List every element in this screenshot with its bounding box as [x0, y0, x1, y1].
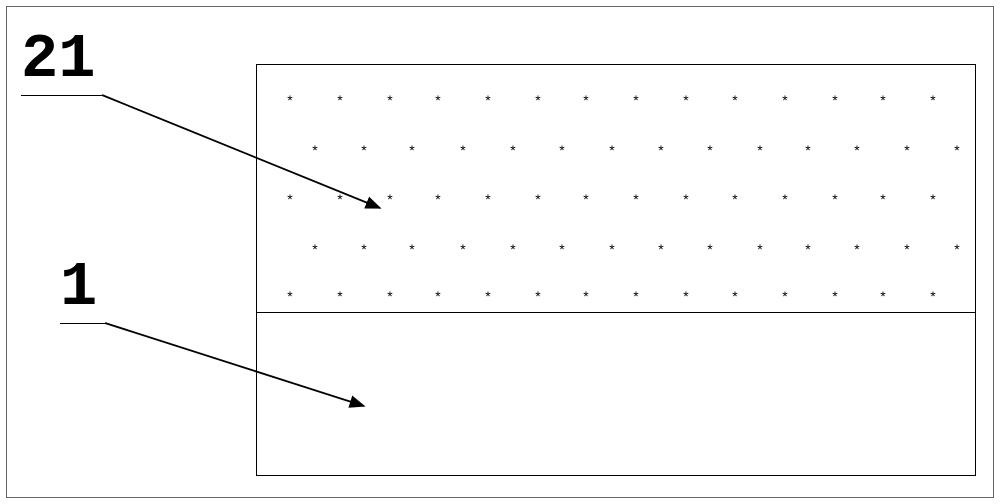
- label-1-text: 1: [60, 252, 97, 323]
- pattern-dot: *: [510, 242, 515, 256]
- pattern-dot: *: [535, 192, 540, 206]
- pattern-dot: *: [930, 93, 935, 107]
- pattern-dot: *: [337, 93, 342, 107]
- pattern-dot: *: [658, 242, 663, 256]
- pattern-dot: *: [633, 192, 638, 206]
- pattern-dot: *: [485, 289, 490, 303]
- pattern-dot: *: [757, 143, 762, 157]
- pattern-dot: *: [757, 242, 762, 256]
- pattern-dot: *: [707, 143, 712, 157]
- pattern-dot: *: [954, 143, 959, 157]
- pattern-dot: *: [409, 143, 414, 157]
- pattern-dot: *: [904, 242, 909, 256]
- pattern-dot: *: [832, 192, 837, 206]
- pattern-dot: *: [880, 93, 885, 107]
- pattern-dot: *: [609, 242, 614, 256]
- pattern-dot: *: [387, 289, 392, 303]
- pattern-dot: *: [387, 93, 392, 107]
- pattern-dot: *: [633, 93, 638, 107]
- pattern-dot: *: [732, 192, 737, 206]
- pattern-dot: *: [583, 289, 588, 303]
- pattern-dot: *: [460, 143, 465, 157]
- pattern-dot: *: [361, 143, 366, 157]
- pattern-dot: *: [854, 242, 859, 256]
- pattern-dot: *: [535, 93, 540, 107]
- pattern-dot: *: [435, 192, 440, 206]
- pattern-dot: *: [287, 192, 292, 206]
- pattern-dot: *: [832, 93, 837, 107]
- pattern-dot: *: [683, 192, 688, 206]
- pattern-dot: *: [287, 289, 292, 303]
- diagram-canvas: * * * * * * * * * * * * * * * * * * * * * * * * * * * * * * * * * * * * * * * *…: [0, 0, 1000, 504]
- pattern-dot: *: [609, 143, 614, 157]
- pattern-dot: *: [683, 93, 688, 107]
- pattern-dot: *: [930, 192, 935, 206]
- pattern-dot: *: [435, 93, 440, 107]
- pattern-dot: *: [409, 242, 414, 256]
- pattern-dot: *: [805, 143, 810, 157]
- pattern-dot: *: [707, 242, 712, 256]
- pattern-dot: *: [732, 93, 737, 107]
- pattern-dot: *: [559, 242, 564, 256]
- pattern-dot: *: [930, 289, 935, 303]
- pattern-dot: *: [559, 143, 564, 157]
- pattern-dot: *: [485, 192, 490, 206]
- pattern-dot: *: [683, 289, 688, 303]
- pattern-dot: *: [337, 192, 342, 206]
- pattern-dot: *: [287, 93, 292, 107]
- label-1-stem: [60, 323, 105, 324]
- pattern-dot: *: [387, 192, 392, 206]
- pattern-dot: *: [904, 143, 909, 157]
- pattern-dot: *: [832, 289, 837, 303]
- pattern-dot: *: [782, 289, 787, 303]
- pattern-dot: *: [658, 143, 663, 157]
- pattern-dot: *: [954, 242, 959, 256]
- label-21-stem: [21, 95, 102, 96]
- pattern-dot: *: [361, 242, 366, 256]
- main-rectangle: [256, 64, 976, 476]
- pattern-dot: *: [337, 289, 342, 303]
- pattern-dot: *: [460, 242, 465, 256]
- pattern-dot: *: [633, 289, 638, 303]
- pattern-dot: *: [435, 289, 440, 303]
- pattern-dot: *: [782, 192, 787, 206]
- label-21-text: 21: [21, 24, 95, 95]
- pattern-dot: *: [583, 93, 588, 107]
- pattern-dot: *: [782, 93, 787, 107]
- pattern-dot: *: [583, 192, 588, 206]
- pattern-dot: *: [312, 242, 317, 256]
- pattern-dot: *: [485, 93, 490, 107]
- label-1: 1: [60, 252, 97, 323]
- horizontal-divider: [256, 312, 976, 313]
- pattern-dot: *: [510, 143, 515, 157]
- pattern-dot: *: [880, 289, 885, 303]
- label-21: 21: [21, 24, 95, 95]
- pattern-dot: *: [535, 289, 540, 303]
- pattern-dot: *: [805, 242, 810, 256]
- pattern-dot: *: [312, 143, 317, 157]
- pattern-dot: *: [732, 289, 737, 303]
- pattern-dot: *: [880, 192, 885, 206]
- pattern-dot: *: [854, 143, 859, 157]
